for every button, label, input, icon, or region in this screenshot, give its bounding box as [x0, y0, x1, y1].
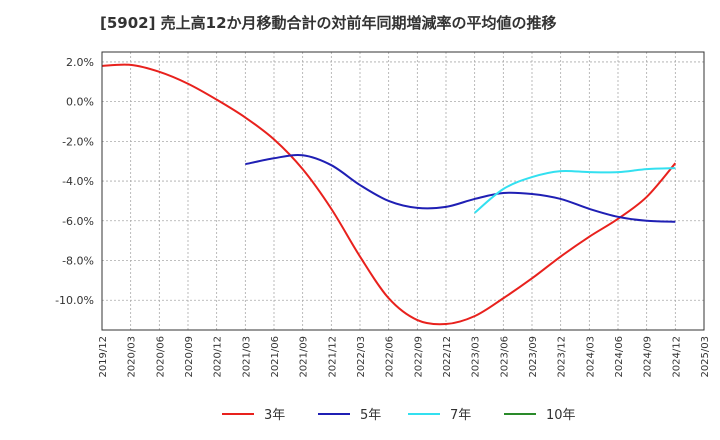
- x-tick-label: 2022/06: [385, 336, 396, 378]
- x-tick-label: 2025/03: [700, 336, 711, 378]
- x-tick-label: 2019/12: [98, 336, 109, 378]
- x-tick-label: 2024/09: [643, 336, 654, 378]
- legend-label: 7年: [450, 408, 471, 423]
- x-tick-label: 2020/03: [127, 336, 138, 378]
- x-tick-label: 2023/12: [557, 336, 568, 378]
- y-tick-label: 0.0%: [66, 96, 94, 109]
- x-tick-label: 2024/06: [614, 336, 625, 378]
- y-tick-label: -6.0%: [62, 215, 94, 228]
- chart-title: [5902] 売上高12か月移動合計の対前年同期増減率の平均値の推移: [100, 14, 557, 32]
- x-tick-label: 2022/09: [413, 336, 424, 378]
- x-tick-label: 2021/12: [327, 336, 338, 378]
- y-tick-label: -2.0%: [62, 135, 94, 148]
- series-line-3年: [101, 63, 677, 326]
- x-tick-label: 2021/06: [270, 336, 281, 378]
- legend: 3年 5年 7年 10年: [222, 408, 576, 423]
- y-tick-label: -4.0%: [62, 175, 94, 188]
- x-tick-label: 2022/03: [356, 336, 367, 378]
- series-lines: [101, 63, 677, 326]
- x-tick-label: 2020/12: [213, 336, 224, 378]
- x-tick-label: 2020/06: [155, 336, 166, 378]
- x-tick-label: 2024/03: [585, 336, 596, 378]
- series-line-5年: [245, 153, 676, 223]
- x-axis-ticks: 2019/12 2020/03 2020/06 2020/09 2020/12 2021/…: [98, 336, 711, 378]
- legend-label: 10年: [546, 408, 576, 423]
- y-tick-label: 2.0%: [66, 56, 94, 69]
- x-tick-label: 2023/06: [499, 336, 510, 378]
- x-tick-label: 2021/03: [241, 336, 252, 378]
- legend-label: 5年: [360, 408, 381, 423]
- x-tick-label: 2023/09: [528, 336, 539, 378]
- y-tick-label: -8.0%: [62, 255, 94, 268]
- x-tick-label: 2023/03: [471, 336, 482, 378]
- legend-label: 3年: [264, 408, 285, 423]
- plot-frame: [101, 51, 705, 331]
- y-axis-ticks: 2.0% 0.0% -2.0% -4.0% -6.0% -8.0% -10.0%: [55, 56, 94, 307]
- x-tick-label: 2022/12: [442, 336, 453, 378]
- y-tick-label: -10.0%: [55, 294, 94, 307]
- x-tick-label: 2021/09: [299, 336, 310, 378]
- series-line-7年: [474, 167, 676, 214]
- x-tick-label: 2024/12: [671, 336, 682, 378]
- x-tick-label: 2020/09: [184, 336, 195, 378]
- grid: [101, 52, 705, 330]
